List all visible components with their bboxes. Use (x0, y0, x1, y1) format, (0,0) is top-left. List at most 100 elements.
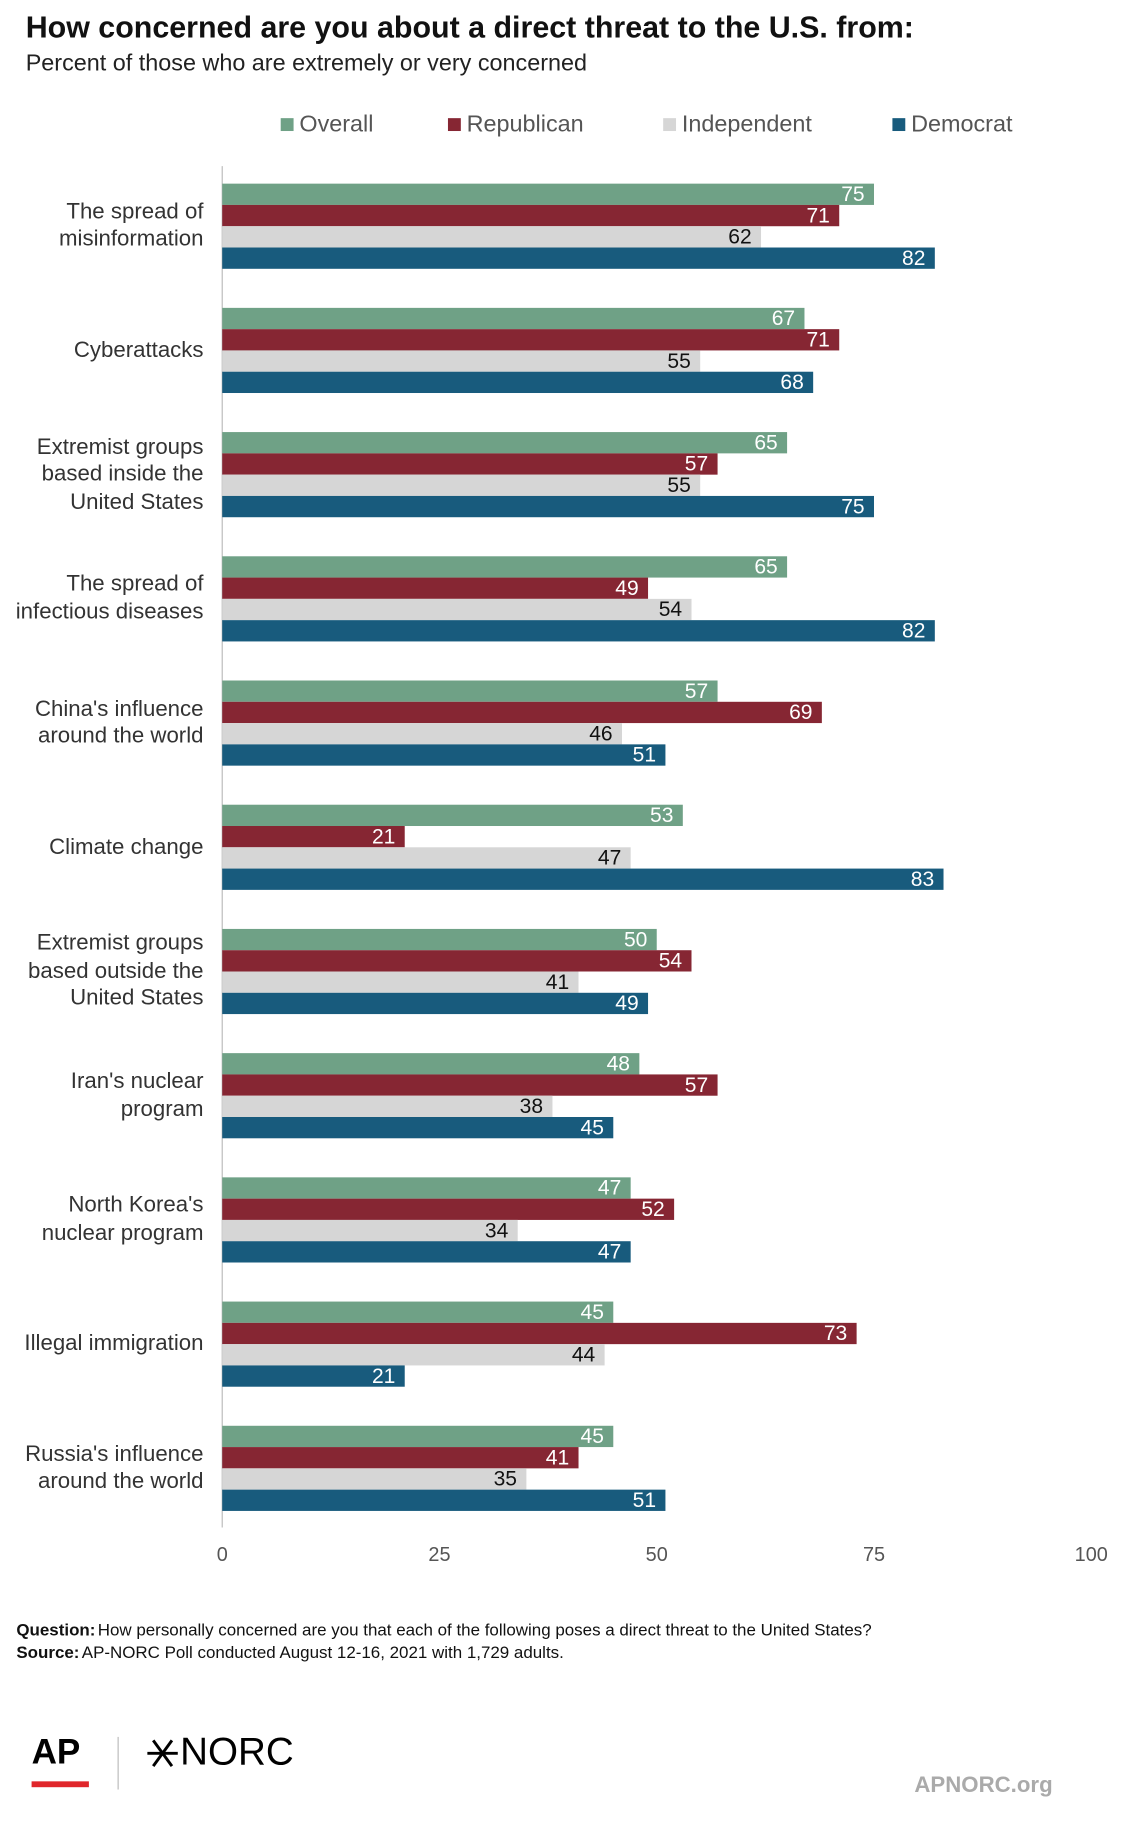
chart-title: How concerned are you about a direct thr… (26, 10, 914, 44)
category-label: The spread of misinformation (59, 199, 204, 252)
bar (222, 453, 718, 475)
data-label: 51 (633, 744, 656, 767)
data-label: 49 (615, 577, 638, 600)
x-tick-label: 25 (428, 1544, 450, 1566)
data-label: 46 (589, 722, 612, 745)
bar (222, 1074, 718, 1096)
bar (222, 1177, 631, 1199)
category-label-box: The spread of infectious diseases (16, 573, 204, 625)
data-label: 49 (615, 992, 638, 1015)
data-label: 21 (372, 825, 395, 848)
data-label: 44 (572, 1344, 596, 1367)
category-label: Cyberattacks (73, 337, 204, 363)
data-label: 75 (841, 183, 864, 206)
category-label-box: North Korea's nuclear program (41, 1193, 204, 1246)
data-label: 55 (667, 474, 690, 497)
data-label: 57 (685, 680, 708, 703)
data-label: 45 (581, 1301, 604, 1324)
data-label: 51 (633, 1489, 656, 1512)
data-label: 71 (806, 329, 829, 352)
website: APNORC.org (914, 1772, 1052, 1797)
bar (222, 680, 718, 702)
data-label: 41 (546, 971, 569, 994)
bar (222, 992, 649, 1015)
legend-swatch (663, 118, 677, 132)
data-label: 53 (650, 804, 673, 827)
data-label: 82 (902, 620, 925, 643)
bar (222, 1198, 675, 1220)
bar (222, 1053, 640, 1075)
data-label: 54 (659, 598, 683, 621)
logo-ap: AP (32, 1733, 81, 1772)
bar (222, 1425, 614, 1448)
question-text: How personally concerned are you that ea… (98, 1621, 872, 1640)
source-label: Source: (16, 1643, 79, 1662)
bar (222, 868, 944, 890)
category-label: Extremist groups based outside the Unite… (28, 931, 204, 1011)
category-label-box: China's influence around the world (34, 696, 204, 749)
data-label: 57 (685, 1074, 708, 1097)
bar (222, 701, 822, 724)
category-label-box: Illegal immigration (24, 1331, 204, 1357)
bar (222, 329, 840, 351)
legend-label: Overall (299, 110, 373, 136)
data-label: 65 (754, 556, 777, 579)
bar (222, 1219, 518, 1242)
data-label: 83 (911, 868, 934, 891)
bar (222, 1095, 553, 1118)
legend-swatch (892, 118, 906, 132)
data-label: 73 (824, 1322, 847, 1345)
logo-underline (31, 1781, 89, 1788)
category-label: Russia's influence around the world (25, 1442, 204, 1495)
bar (222, 620, 935, 642)
data-label: 47 (598, 1177, 621, 1200)
bar (222, 971, 579, 993)
bar (222, 432, 788, 454)
category-label-box: Extremist groups based inside the United… (37, 435, 204, 515)
legend-label: Democrat (911, 110, 1013, 136)
bar (222, 1322, 857, 1345)
source-text: AP-NORC Poll conducted August 12-16, 202… (82, 1643, 564, 1662)
bar (222, 826, 405, 848)
category-label: North Korea's nuclear program (41, 1193, 204, 1246)
category-label-box: Climate change (49, 834, 204, 860)
x-tick-label: 0 (217, 1544, 228, 1566)
bar (222, 247, 935, 269)
data-label: 57 (685, 453, 708, 476)
category-label-box: Cyberattacks (73, 337, 204, 363)
category-label-box: The spread of misinformation (59, 199, 204, 252)
bar (222, 204, 840, 227)
x-tick-label: 75 (863, 1544, 885, 1566)
data-label: 47 (598, 1241, 621, 1264)
bar (222, 1447, 579, 1469)
data-label: 69 (789, 701, 812, 724)
bar (222, 1117, 614, 1139)
bar (222, 598, 692, 621)
category-label: China's influence around the world (34, 696, 204, 749)
category-label: Illegal immigration (24, 1331, 204, 1357)
legend-label: Republican (467, 110, 584, 136)
data-label: 45 (581, 1116, 604, 1139)
x-tick-label: 100 (1075, 1544, 1108, 1566)
data-label: 68 (780, 371, 803, 394)
source: Source: AP-NORC Poll conducted August 12-… (16, 1643, 563, 1662)
bar (222, 1489, 666, 1511)
category-label: Climate change (49, 834, 204, 860)
chart-subtitle: Percent of those who are extremely or ve… (26, 50, 587, 76)
data-label: 67 (772, 307, 795, 330)
bar (222, 1301, 614, 1323)
bar (222, 1468, 527, 1490)
bar (222, 804, 683, 827)
bar (222, 723, 622, 745)
data-label: 38 (520, 1095, 543, 1118)
legend-label: Independent (682, 110, 812, 136)
bar (222, 556, 788, 578)
bar (222, 350, 701, 372)
bar (222, 928, 657, 951)
bar (222, 1241, 631, 1263)
data-label: 52 (641, 1198, 664, 1221)
bar (222, 950, 692, 972)
logo-star (147, 1739, 178, 1768)
bar (222, 495, 874, 518)
data-label: 54 (659, 950, 683, 973)
